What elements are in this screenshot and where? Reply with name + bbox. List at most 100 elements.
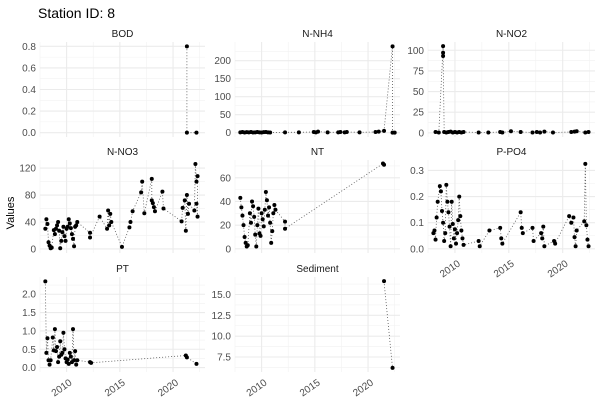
data-point (457, 194, 462, 199)
data-point (69, 232, 74, 237)
y-axis-label: Values (5, 196, 17, 229)
data-point (273, 207, 278, 212)
data-point (436, 130, 441, 135)
x-tick-label: 2010 (245, 377, 270, 399)
y-tick-label: 100 (214, 92, 231, 103)
data-point (586, 130, 591, 135)
data-point (130, 209, 135, 214)
data-point (59, 238, 64, 243)
data-point (519, 225, 524, 230)
data-point (444, 182, 449, 187)
data-point (373, 129, 378, 134)
data-point (55, 345, 60, 350)
data-point (88, 230, 93, 235)
data-point (574, 228, 579, 233)
data-point (448, 244, 453, 249)
data-point (52, 232, 57, 237)
x-tick-label: 2015 (103, 377, 128, 399)
data-point (50, 335, 55, 340)
data-point (74, 223, 79, 228)
data-point (183, 228, 188, 233)
y-tick-label: 0.2 (410, 192, 424, 203)
data-point (184, 355, 189, 360)
data-point (269, 240, 274, 245)
data-point (65, 224, 70, 229)
data-point (455, 231, 460, 236)
data-point (382, 128, 387, 133)
data-point (569, 130, 574, 135)
y-tick-label: 150 (214, 74, 231, 85)
data-point (45, 222, 50, 227)
data-point (268, 220, 273, 225)
y-tick-label: 1.5 (22, 308, 36, 319)
data-point (271, 211, 276, 216)
data-point (542, 129, 547, 134)
data-point (498, 225, 503, 230)
data-point (530, 130, 535, 135)
data-point (272, 203, 277, 208)
data-point (127, 225, 132, 230)
data-point (296, 130, 301, 135)
facet-pt: 0.0 0.5 1.0 1.5 2.0 PT 2010 2015 2020 (22, 264, 205, 399)
data-point (63, 238, 68, 243)
y-tick-label: 2.0 (22, 290, 36, 301)
facet-strip-title: N-NO2 (496, 29, 528, 40)
y-tick-label: 40 (25, 218, 37, 229)
data-point (476, 238, 481, 243)
facet-n-no2: 0 25 50 75 100 N-NO2 (407, 29, 595, 139)
data-point (451, 236, 456, 241)
data-point (573, 244, 578, 249)
series-line (433, 163, 589, 248)
data-point (108, 211, 113, 216)
x-tick-label: 2020 (546, 258, 571, 280)
y-tick-label: 15.0 (212, 290, 232, 301)
series-line (44, 163, 198, 249)
y-tick-label: 0.3 (410, 166, 424, 177)
data-point (518, 130, 523, 135)
data-point (438, 189, 443, 194)
facet-strip-title: PT (116, 264, 129, 275)
y-tick-label: 200 (214, 56, 231, 67)
data-point (195, 174, 200, 179)
data-point (255, 223, 260, 228)
data-point (459, 228, 464, 233)
facet-nt: 0 20 40 60 NT (220, 147, 400, 255)
data-point (67, 350, 72, 355)
facet-n-no3: 0 40 80 120 N-NO3 (19, 147, 205, 255)
data-point (187, 201, 192, 206)
data-point (161, 206, 166, 211)
data-point (262, 207, 267, 212)
data-point (251, 204, 256, 209)
data-point (61, 224, 66, 229)
data-point (450, 222, 455, 227)
data-point (258, 233, 263, 238)
data-point (449, 199, 454, 204)
data-point (433, 237, 438, 242)
data-point (441, 54, 446, 59)
data-point (109, 220, 114, 224)
y-tick-label: 0 (225, 128, 231, 139)
data-point (454, 241, 459, 246)
data-point (68, 226, 73, 231)
data-point (263, 189, 268, 194)
data-point (441, 50, 446, 55)
data-point (193, 162, 198, 167)
y-tick-label: 0.5 (22, 345, 36, 356)
data-point (60, 230, 65, 235)
data-point (520, 231, 525, 236)
series-line (240, 46, 395, 134)
data-point (151, 205, 156, 210)
y-tick-label: 0 (30, 244, 36, 255)
data-point (261, 224, 266, 229)
data-point (149, 176, 154, 181)
data-point (267, 205, 272, 210)
data-point (458, 214, 463, 219)
data-point (58, 339, 63, 344)
x-tick-label: 2010 (50, 377, 75, 399)
data-point (61, 330, 66, 335)
data-point (53, 349, 58, 354)
data-point (435, 199, 440, 204)
data-point (569, 220, 574, 225)
data-point (75, 220, 80, 224)
